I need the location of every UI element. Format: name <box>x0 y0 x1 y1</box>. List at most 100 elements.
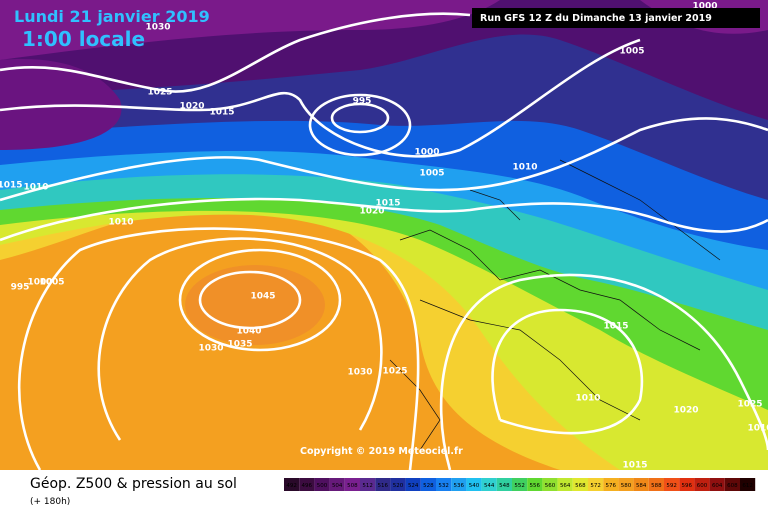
scale-swatch <box>679 478 695 491</box>
scale-label: 592 <box>666 483 677 489</box>
isobar-label: 1005 <box>419 169 444 179</box>
scale-swatch <box>603 478 619 491</box>
isobar-label: 1010 <box>108 218 133 228</box>
scale-label: 572 <box>590 483 601 489</box>
scale-swatch <box>466 478 482 491</box>
isobar-label: 1020 <box>359 207 384 217</box>
date-title: Lundi 21 janvier 2019 <box>14 7 210 26</box>
scale-swatch <box>740 478 756 491</box>
scale-swatch <box>588 478 604 491</box>
scale-swatch <box>633 478 649 491</box>
scale-label: 596 <box>682 483 693 489</box>
scale-label: 496 <box>302 483 313 489</box>
isobar-label: 1035 <box>227 340 252 350</box>
scale-swatch <box>527 478 543 491</box>
scale-label: 560 <box>545 483 556 489</box>
field-title: Géop. Z500 & pression au sol <box>30 476 237 492</box>
isobar-label: 1020 <box>179 102 204 112</box>
local-time: 1:00 locale <box>22 27 145 51</box>
isobar-label: 1015 <box>622 461 647 471</box>
scale-label: 532 <box>438 483 449 489</box>
scale-label: 500 <box>317 483 328 489</box>
isobar-label: 1000 <box>27 278 52 288</box>
scale-label: 524 <box>408 483 419 489</box>
scale-label: 580 <box>621 483 632 489</box>
scale-label: 576 <box>606 483 617 489</box>
isobar-label: 1005 <box>619 47 644 57</box>
scale-swatch <box>709 478 725 491</box>
isobar-label: 1010 <box>23 183 48 193</box>
scale-label: 528 <box>423 483 434 489</box>
scale-swatch <box>542 478 558 491</box>
run-info: Run GFS 12 Z du Dimanche 13 janvier 2019 <box>480 13 712 24</box>
scale-label: 556 <box>530 483 541 489</box>
isobar-label: 995 <box>353 97 372 107</box>
scale-swatch <box>360 478 376 491</box>
isobar-label: 1040 <box>236 327 261 337</box>
scale-label: 548 <box>499 483 510 489</box>
scale-label: 504 <box>332 483 343 489</box>
isobar-label: 1015 <box>375 199 400 209</box>
isobar-label: 1030 <box>145 23 170 33</box>
isobar-label: 1025 <box>382 367 407 377</box>
isobar-label: 1015 <box>209 108 234 118</box>
scale-swatch <box>375 478 391 491</box>
scale-label: 564 <box>560 483 571 489</box>
scale-label: 552 <box>514 483 525 489</box>
scale-label: 544 <box>484 483 495 489</box>
isobar-label: 1010 <box>512 163 537 173</box>
isobar-label: 1020 <box>673 406 698 416</box>
map-field <box>0 0 768 470</box>
isobar-label: 995 <box>11 283 30 293</box>
scale-swatch <box>496 478 512 491</box>
isobar-label: 1025 <box>737 400 762 410</box>
scale-swatch <box>451 478 467 491</box>
scale-swatch <box>572 478 588 491</box>
scale-label: 508 <box>347 483 358 489</box>
scale-swatch <box>648 478 664 491</box>
scale-swatch <box>329 478 345 491</box>
scale-swatch <box>420 478 436 491</box>
scale-label: 608 <box>727 483 738 489</box>
scale-swatch <box>557 478 573 491</box>
scale-label: 536 <box>454 483 465 489</box>
isobar-label: 1045 <box>250 292 275 302</box>
scale-label: 516 <box>378 483 389 489</box>
scale-swatch <box>618 478 634 491</box>
isobar-label: 1015 <box>0 181 23 191</box>
scale-label: 520 <box>393 483 404 489</box>
scale-label: 604 <box>712 483 723 489</box>
scale-swatch <box>436 478 452 491</box>
scale-swatch <box>481 478 497 491</box>
scale-label: 568 <box>575 483 586 489</box>
isobar-label: 1010 <box>747 424 768 434</box>
scale-label: 512 <box>362 483 373 489</box>
isobar-label: 1000 <box>692 2 717 12</box>
copyright: Copyright © 2019 Meteociel.fr <box>300 446 463 457</box>
isobar-label: 1030 <box>198 344 223 354</box>
scale-swatch <box>390 478 406 491</box>
scale-swatch <box>284 478 300 491</box>
isobar-label: 1000 <box>414 148 439 158</box>
isobar-label: 1010 <box>575 394 600 404</box>
run-box <box>472 8 760 28</box>
isobar-label: 1015 <box>603 322 628 332</box>
scale-swatch <box>694 478 710 491</box>
scale-label: 540 <box>469 483 480 489</box>
scale-label: 584 <box>636 483 647 489</box>
scale-label: 612 <box>742 483 753 489</box>
isobar-label: 1025 <box>147 88 172 98</box>
isobar-label: 1005 <box>39 278 64 288</box>
scale-swatch <box>314 478 330 491</box>
forecast-hour: (+ 180h) <box>30 497 70 507</box>
scale-label: 588 <box>651 483 662 489</box>
scale-swatch <box>512 478 528 491</box>
scale-swatch <box>405 478 421 491</box>
scale-label: 492 <box>286 483 297 489</box>
isobar-label: 1030 <box>347 368 372 378</box>
scale-swatch <box>664 478 680 491</box>
scale-swatch <box>344 478 360 491</box>
scale-swatch <box>299 478 315 491</box>
scale-swatch <box>724 478 740 491</box>
